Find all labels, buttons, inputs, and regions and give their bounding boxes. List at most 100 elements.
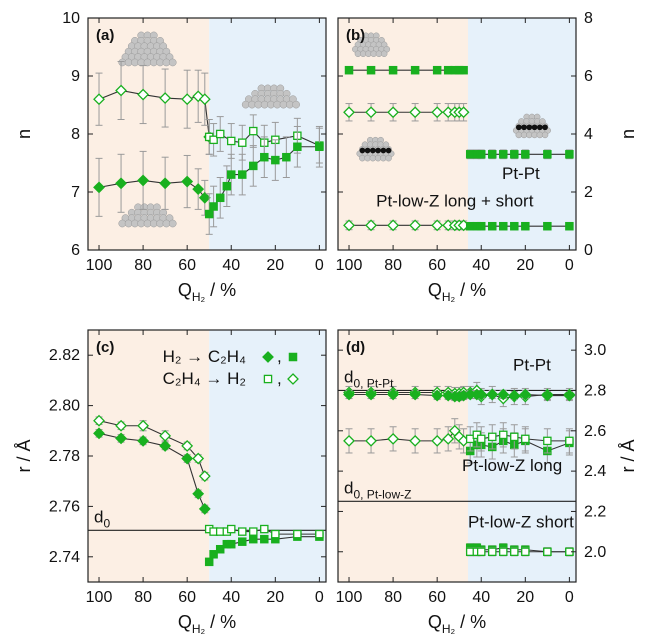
y-tick-label: 2.74 (49, 549, 80, 566)
ethylene-region (468, 330, 576, 582)
data-point (563, 389, 576, 402)
legend-entry: C₂H₄ → H₂ (163, 369, 246, 388)
data-point (204, 557, 214, 567)
data-point (226, 524, 236, 534)
data-point (226, 539, 236, 549)
y-tick-label: 8 (584, 10, 593, 27)
data-point (510, 150, 519, 159)
x-tick-label: 0 (565, 589, 574, 606)
pt-cluster-flat-icon (352, 32, 391, 57)
data-point (409, 388, 422, 401)
y-tick-label: 2.0 (584, 544, 606, 561)
y-tick-label: 9 (71, 68, 80, 85)
data-point (238, 537, 247, 546)
data-point (410, 65, 420, 75)
data-point (476, 150, 486, 159)
data-point (486, 388, 499, 401)
data-point (293, 529, 302, 539)
data-point (497, 388, 510, 401)
x-tick-label: 80 (134, 589, 152, 606)
data-point (409, 434, 422, 447)
data-point (198, 470, 211, 483)
data-point (565, 221, 574, 231)
data-point (543, 150, 552, 159)
data-point (137, 434, 150, 447)
y-tick-label: 2 (584, 184, 593, 201)
data-point (115, 419, 127, 432)
data-point (431, 434, 444, 447)
data-point (510, 432, 519, 442)
x-tick-label: 20 (516, 589, 534, 606)
data-point (365, 388, 377, 401)
y-tick-label: 8 (71, 126, 80, 143)
data-point (459, 65, 468, 75)
data-point (93, 427, 105, 440)
x-axis-label: QH₂ / % (428, 612, 486, 634)
x-tick-label: 100 (336, 257, 363, 274)
data-point (260, 152, 269, 162)
x-tick-label: 40 (222, 589, 240, 606)
data-point (488, 221, 497, 231)
data-point (159, 92, 172, 104)
data-point (365, 106, 377, 119)
data-point (271, 155, 280, 165)
data-point (137, 419, 150, 432)
data-point (343, 219, 355, 232)
data-point (387, 106, 400, 119)
x-tick-label: 20 (266, 257, 284, 274)
y-tick-label: 4 (584, 126, 593, 143)
data-point (409, 106, 422, 119)
y-tick-label: 7 (71, 184, 80, 201)
data-point (249, 126, 258, 136)
data-point (510, 221, 519, 231)
data-point (181, 175, 194, 188)
data-point (215, 544, 225, 554)
pt-cluster-flat-icon (118, 203, 177, 228)
data-point (543, 436, 552, 446)
data-point (499, 221, 508, 231)
x-tick-label: 100 (86, 589, 113, 606)
data-point (198, 191, 211, 204)
data-point (192, 487, 205, 500)
y-axis-label: r / Å (618, 439, 638, 472)
data-point (249, 534, 258, 544)
y-tick-label: 2.80 (49, 398, 80, 415)
data-point (209, 135, 218, 145)
data-point (181, 93, 194, 106)
data-point (238, 138, 247, 147)
x-tick-label: 40 (472, 257, 490, 274)
data-point (315, 529, 324, 539)
data-point (365, 219, 377, 232)
x-tick-label: 60 (178, 589, 196, 606)
x-tick-label: 80 (384, 589, 402, 606)
x-tick-label: 0 (565, 257, 574, 274)
x-tick-label: 100 (336, 589, 363, 606)
annotation-label: Pt-low-Z long (462, 456, 562, 475)
data-point (431, 106, 444, 119)
legend-entry: H₂ → C₂H₄ (163, 347, 246, 366)
data-point (387, 219, 400, 232)
data-point (510, 547, 519, 557)
y-tick-label: 2.76 (49, 498, 80, 515)
data-point (431, 219, 444, 232)
data-point (457, 106, 470, 119)
data-point (521, 150, 530, 159)
y-tick-label: 2.78 (49, 448, 80, 465)
data-point (209, 550, 218, 559)
legend-markers (263, 373, 299, 385)
data-point (137, 88, 150, 101)
pt-cluster-with-low-z-atoms-icon (512, 113, 551, 139)
legend-comma: , (277, 347, 282, 366)
data-point (409, 219, 422, 232)
y-tick-label: 2.6 (584, 423, 606, 440)
y-axis-label: r / Å (14, 439, 34, 472)
data-point (192, 452, 205, 465)
data-point (249, 527, 258, 536)
data-point (344, 65, 354, 75)
data-point (159, 440, 172, 452)
x-tick-label: 60 (178, 257, 196, 274)
data-point (343, 106, 355, 119)
hydrogen-region (88, 330, 210, 582)
x-axis-label: QH₂ / % (428, 280, 486, 304)
data-point (181, 440, 194, 452)
